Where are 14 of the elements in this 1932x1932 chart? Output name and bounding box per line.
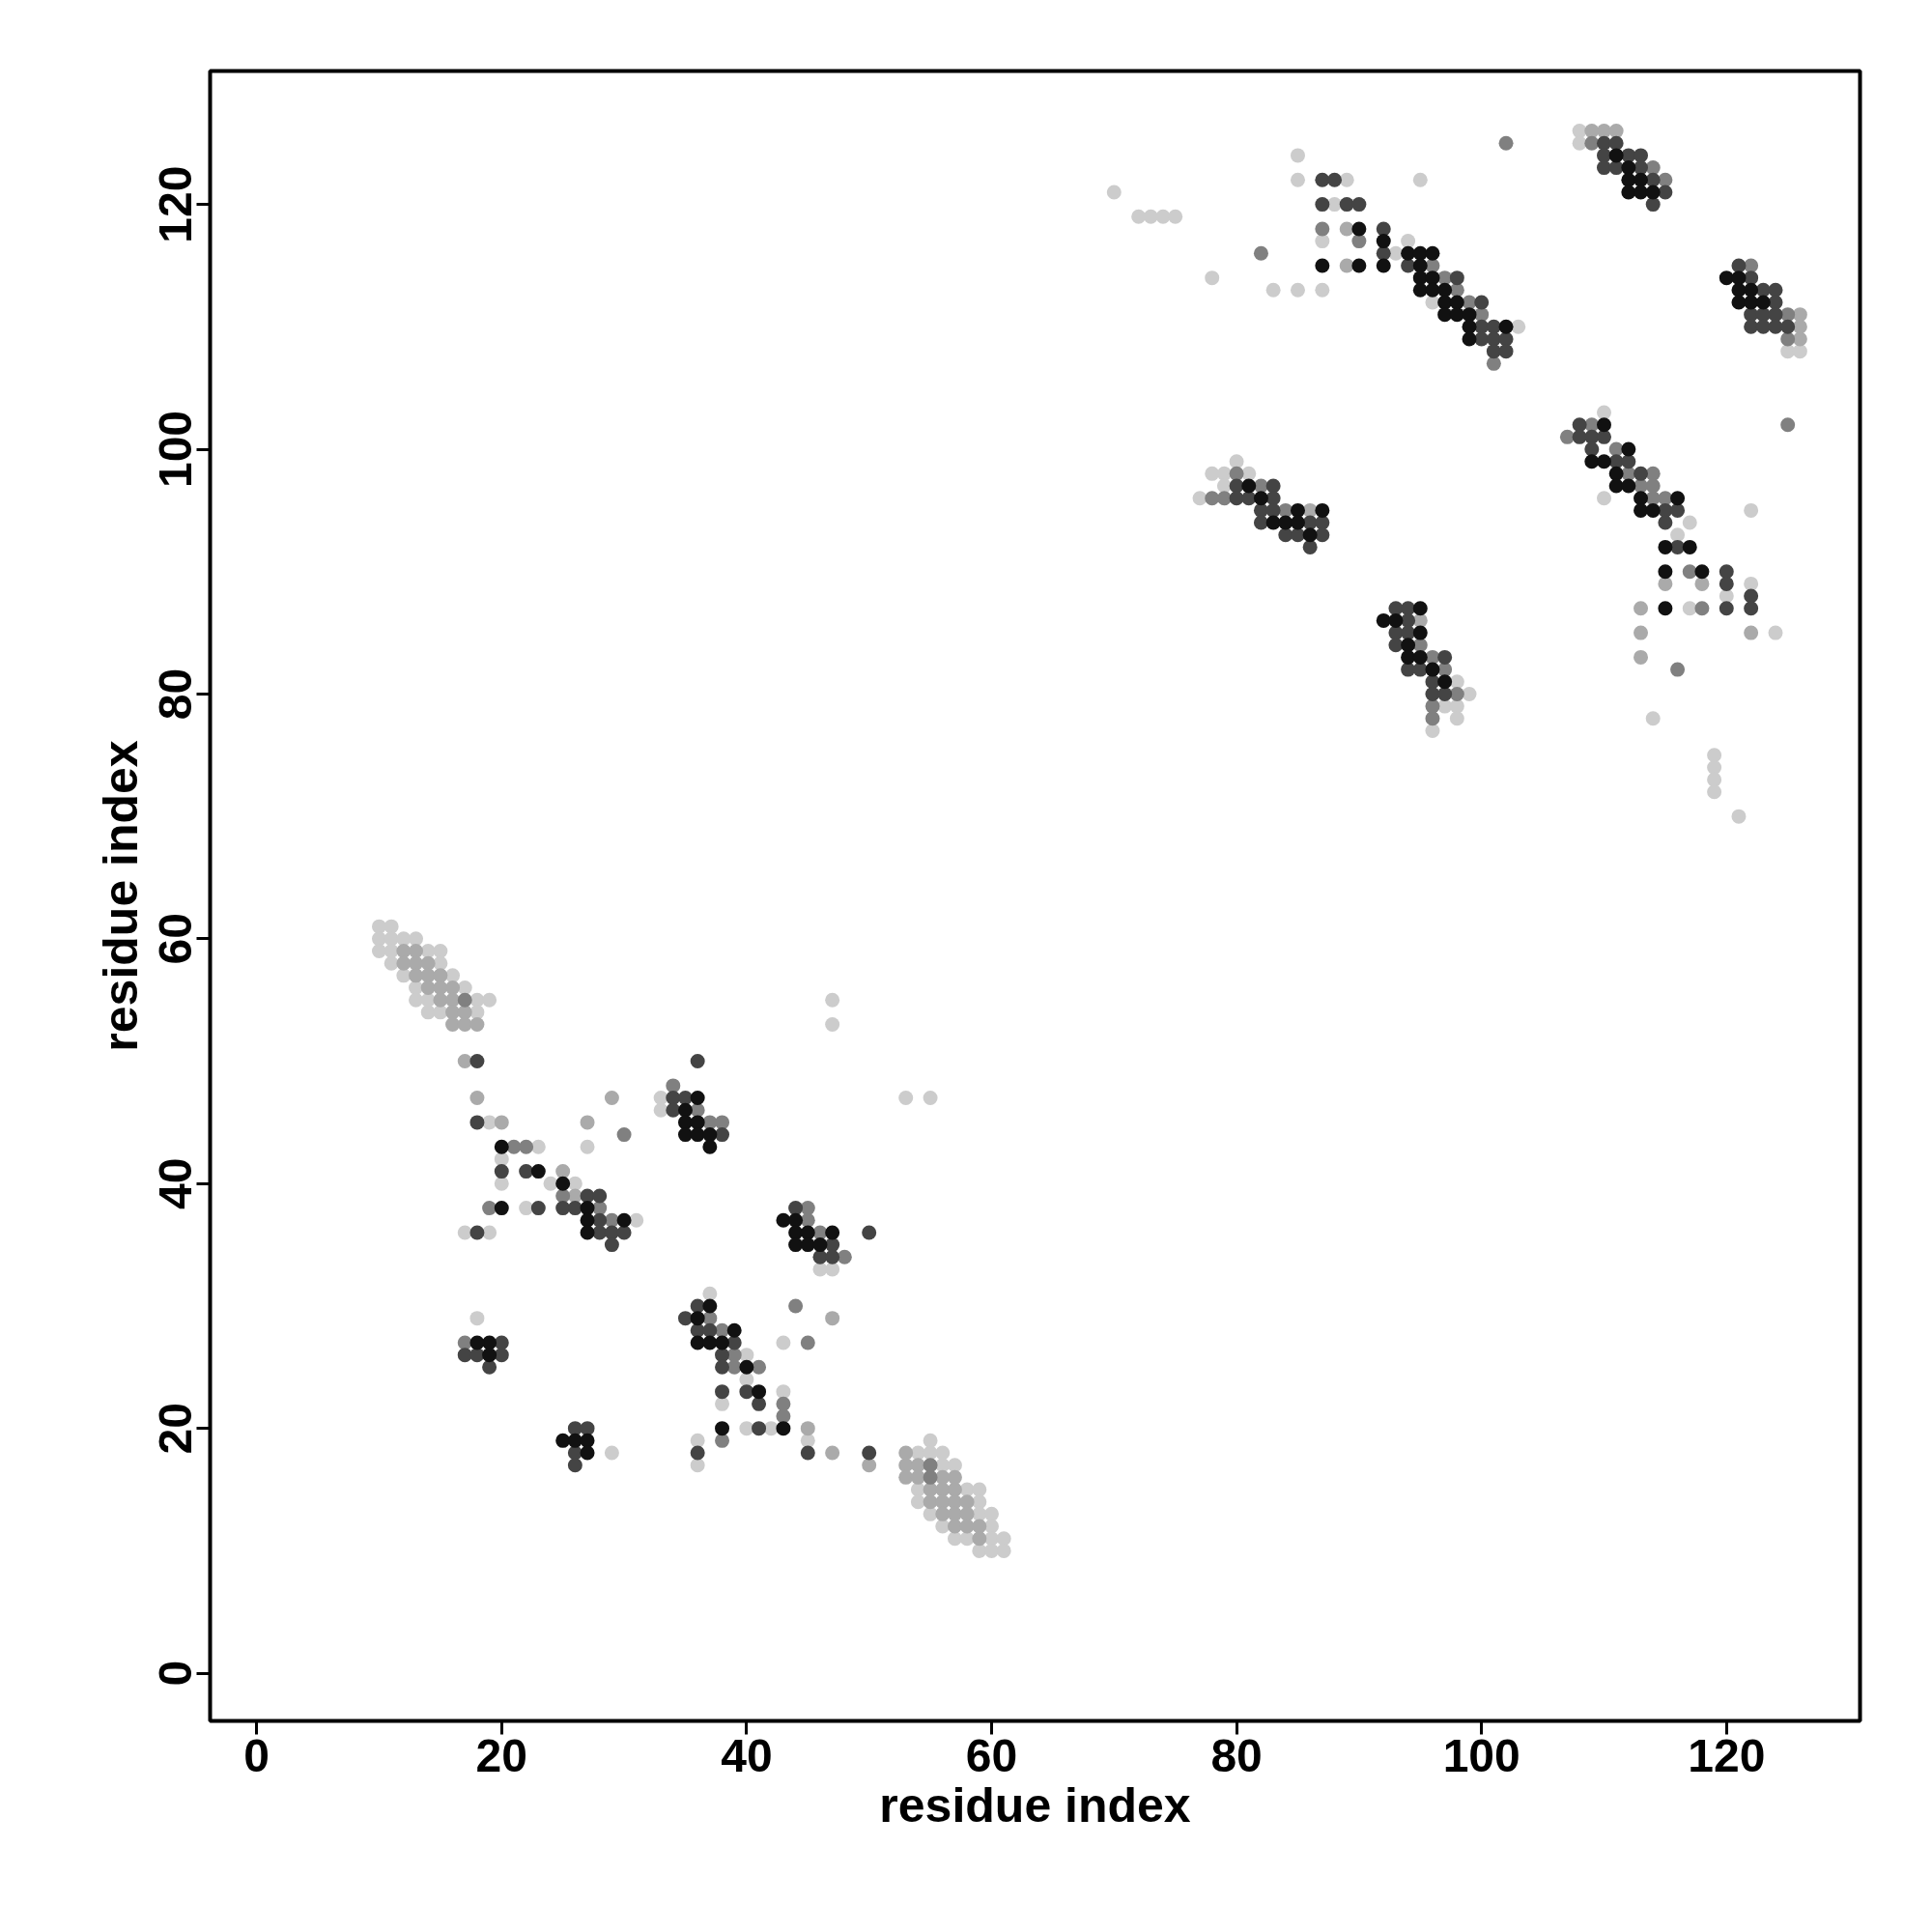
- y-tick-label: 20: [150, 1402, 202, 1455]
- x-tick-label: 80: [1210, 1729, 1263, 1781]
- y-axis-title: residue index: [93, 740, 148, 1052]
- y-tick-label: 0: [150, 1660, 202, 1687]
- x-tick-label: 40: [721, 1729, 773, 1781]
- y-tick-label: 40: [150, 1157, 202, 1209]
- x-tick-label: 20: [475, 1729, 527, 1781]
- x-tick-label: 120: [1688, 1729, 1766, 1781]
- x-tick-label: 100: [1442, 1729, 1520, 1781]
- y-tick-label: 80: [150, 668, 202, 721]
- x-tick-label: 0: [243, 1729, 270, 1781]
- y-tick-label: 100: [150, 410, 202, 489]
- y-tick-label: 120: [150, 165, 202, 243]
- y-tick-label: 60: [150, 913, 202, 965]
